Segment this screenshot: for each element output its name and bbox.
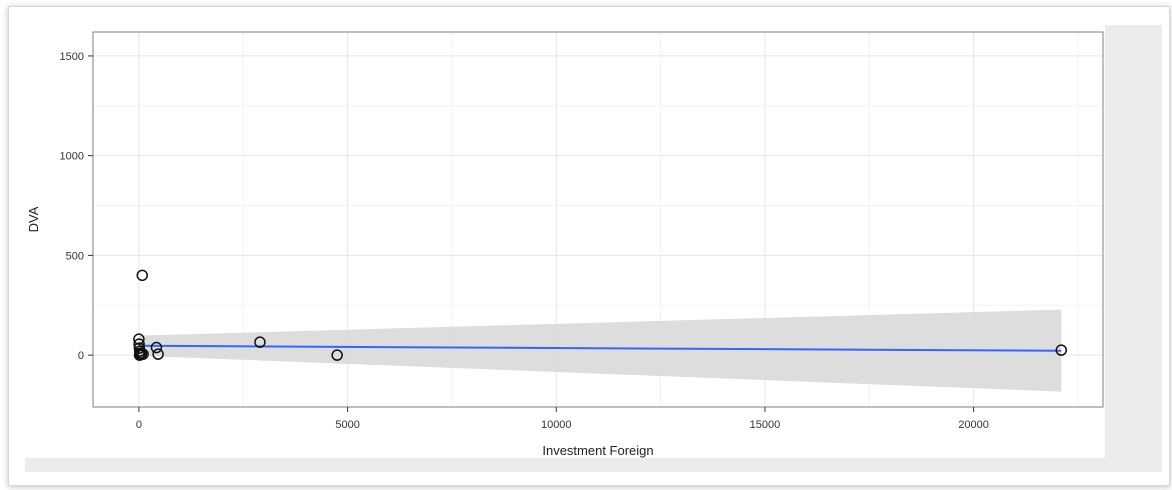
y-axis-title: DVA [26,206,41,232]
data-point [137,348,149,360]
y-axis: 0 500 1000 1500 [60,51,93,362]
y-tick-label: 1500 [60,51,84,63]
x-axis: 0 5000 10000 15000 20000 [136,407,989,431]
canvas-margin-bottom [25,458,1162,472]
data-point [136,269,148,282]
x-axis-title: Investment Foreign [542,443,653,458]
canvas-margin-right [1105,25,1162,458]
y-tick-label: 1000 [60,151,84,163]
data-point [331,349,343,361]
confidence-band [138,309,1062,392]
x-tick-label: 0 [136,419,142,431]
data-point [254,336,266,348]
data-point [150,341,163,354]
y-tick-label: 500 [66,250,84,262]
fit-line [138,344,1062,352]
x-tick-label: 10000 [541,419,572,431]
x-tick-label: 5000 [335,419,359,431]
x-tick-label: 15000 [750,419,781,431]
data-point [133,333,145,345]
data-point [152,348,164,360]
y-tick-label: 0 [78,350,84,362]
x-tick-label: 20000 [958,419,989,431]
data-points [133,269,1068,361]
data-point [1055,344,1068,356]
plot-border [92,31,1104,408]
